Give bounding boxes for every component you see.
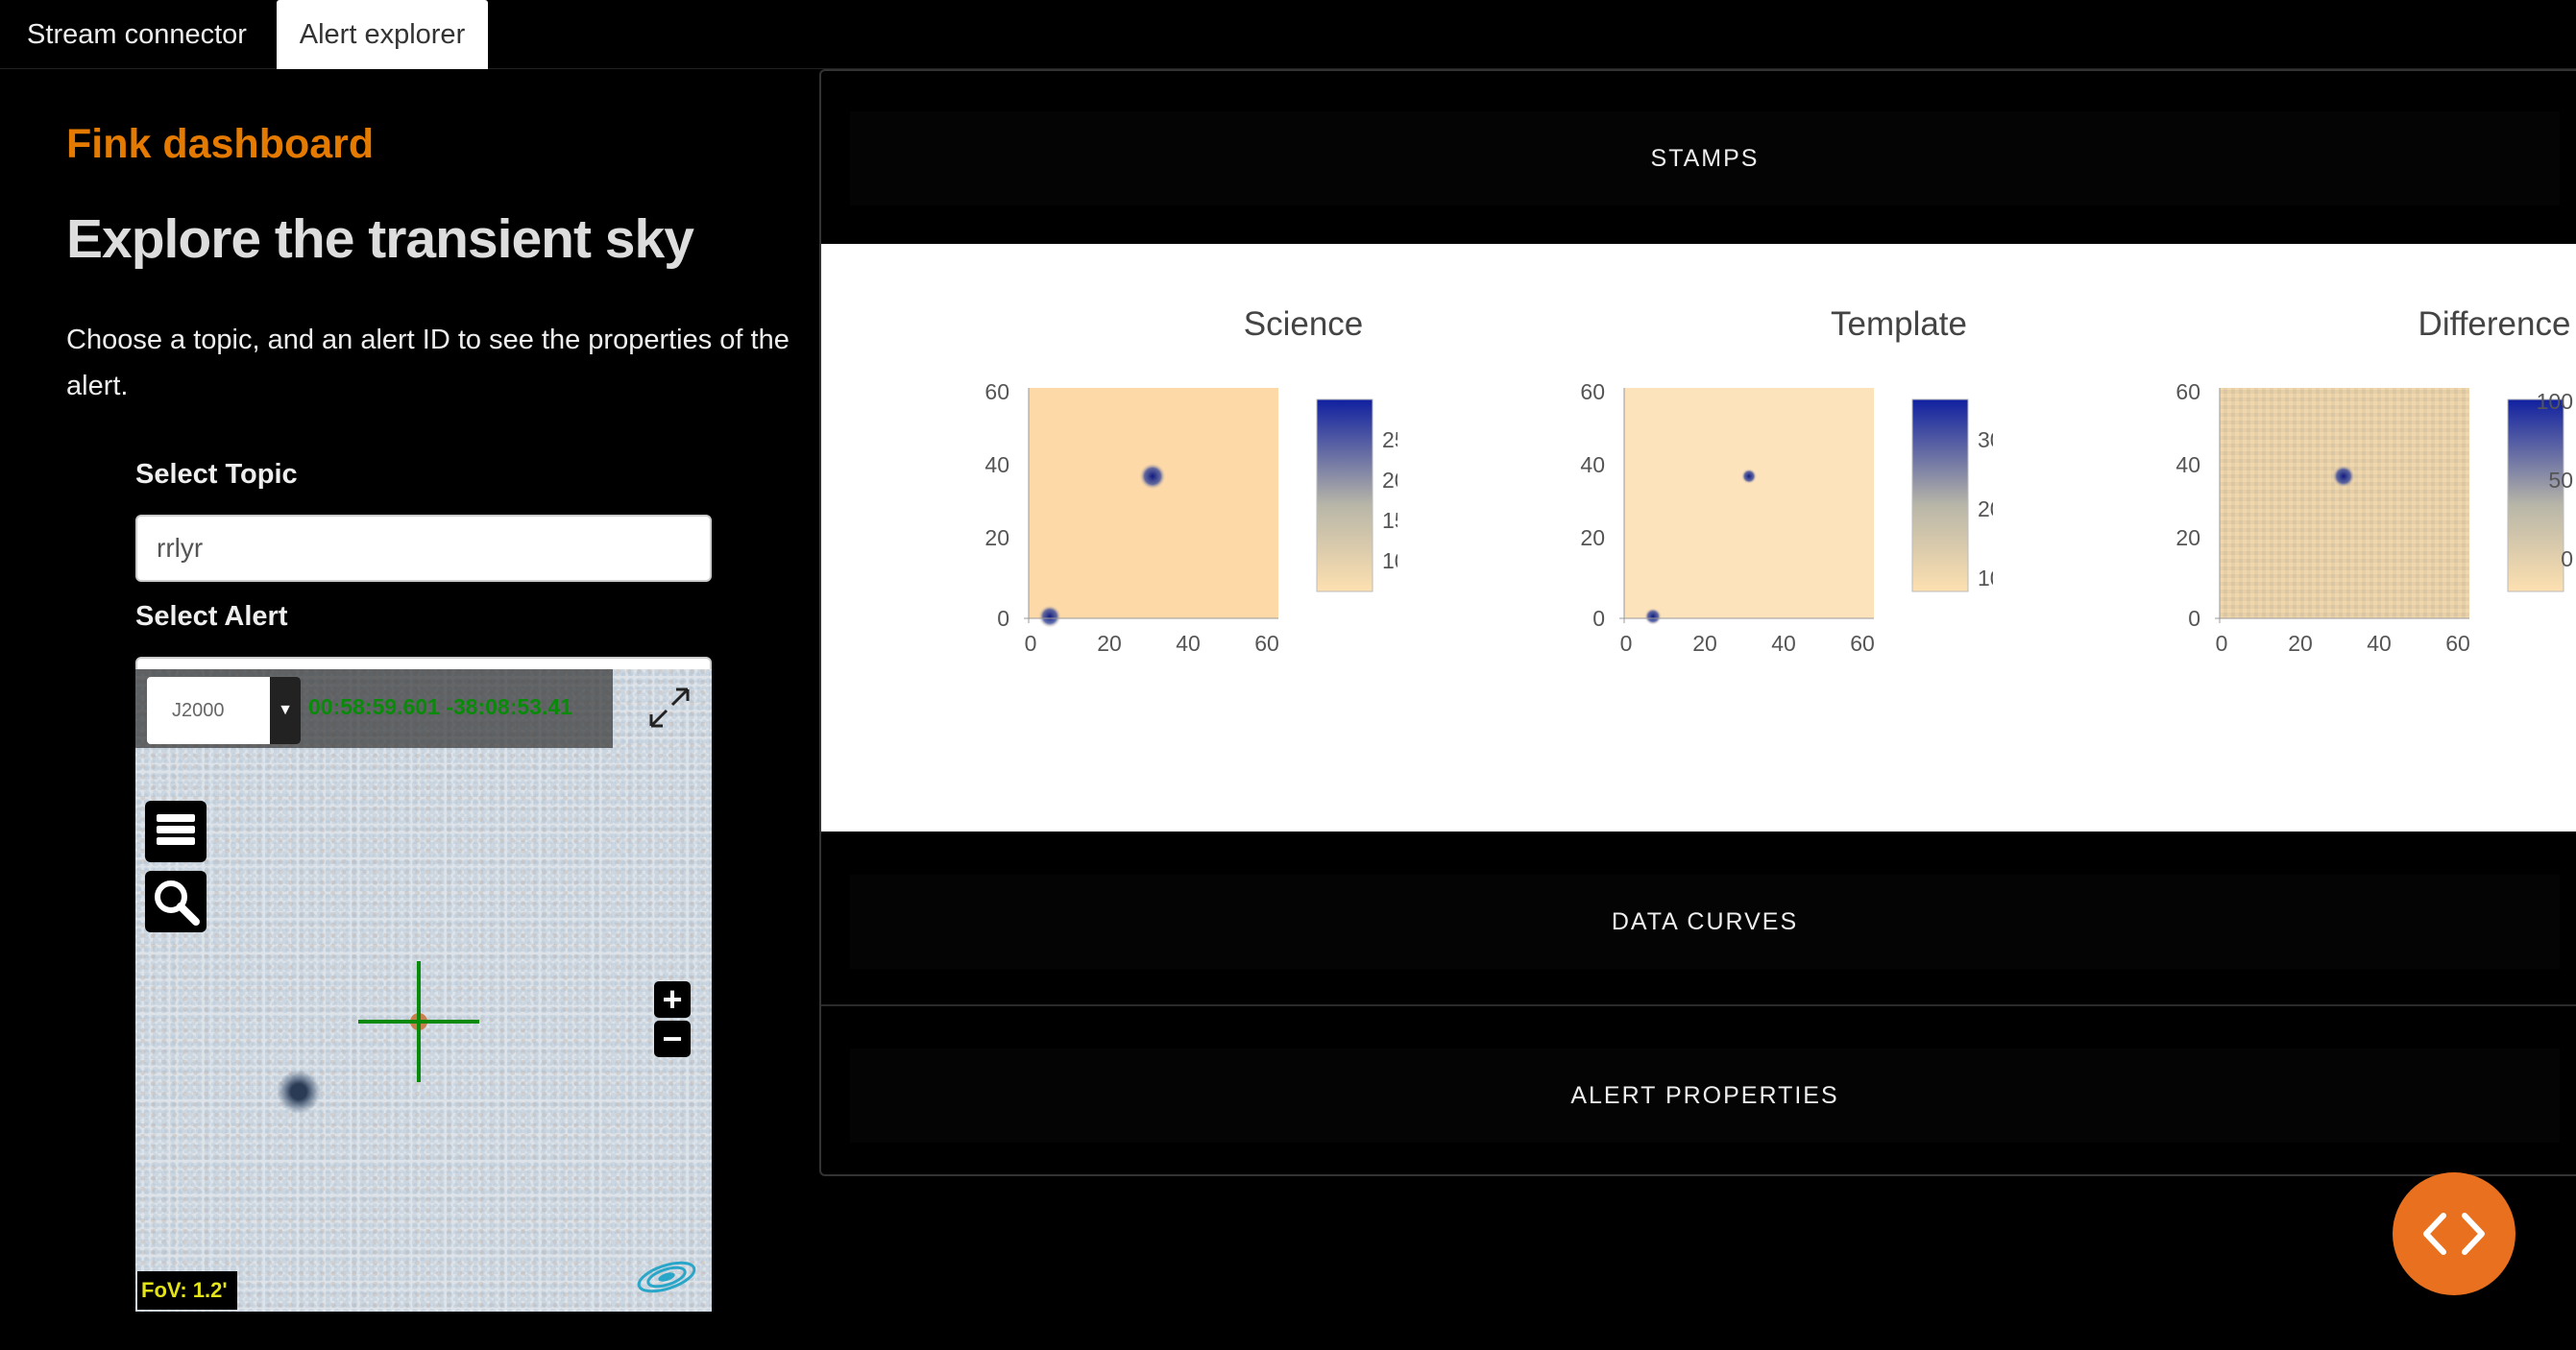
stamps-section-header[interactable]: STAMPS [850,111,2560,205]
galaxy-source [277,1070,321,1114]
colorbar-tick: 100 [1382,548,1397,573]
x-tick: 40 [1176,631,1201,656]
y-tick: 40 [984,452,1009,477]
sky-image [135,669,712,1312]
target-crosshair-icon [358,961,479,1082]
coordinate-bar: J2000 ▼ 00:58:59.601 -38:08:53.41 [135,669,613,748]
alert-panel: STAMPS Science 60 4 [819,69,2576,1176]
x-tick: 0 [1620,631,1633,656]
tab-bar: Stream connector Alert explorer [0,0,2576,69]
colorbar-tick: 200 [1382,468,1397,493]
stamp-image [1029,388,1278,618]
y-tick: 60 [1580,379,1605,404]
x-tick: 20 [1692,631,1717,656]
x-tick: 60 [1850,631,1875,656]
x-tick: 0 [1025,631,1037,656]
source-blob [1139,463,1166,490]
search-button[interactable] [145,871,207,932]
y-tick: 40 [1580,452,1605,477]
coordinate-readout: 00:58:59.601 -38:08:53.41 [308,694,572,719]
layers-icon [155,812,197,847]
topic-label: Select Topic [135,459,298,490]
colorbar-tick: 150 [1382,508,1397,533]
y-tick: 0 [1592,606,1605,631]
colorbar [1316,398,1373,592]
colorbar-tick: 200 [1978,496,1993,521]
source-blob [1644,608,1662,625]
x-tick: 60 [2445,631,2470,656]
colorbar-tick: 0 [2561,546,2573,571]
y-tick: 20 [984,525,1009,550]
x-tick: 40 [2367,631,2392,656]
y-tick: 40 [2175,452,2200,477]
x-tick: 20 [2288,631,2313,656]
stamp-title: Science [1243,305,1364,343]
chevron-down-icon[interactable]: ▼ [270,677,301,744]
x-tick: 0 [2216,631,2228,656]
zoom-in-button[interactable]: + [654,981,691,1018]
stamp-image [2220,388,2469,618]
fov-indicator: FoV: 1.2' [137,1271,237,1310]
y-tick: 60 [984,379,1009,404]
source-blob [1038,605,1061,628]
page-title: Explore the transient sky [66,208,694,270]
y-tick: 20 [2175,525,2200,550]
stamp-plot-science: 60 40 20 0 0 20 40 60 250 200 150 100 [984,379,1397,656]
stamp-plot-template: 60 40 20 0 0 20 40 60 300 200 100 [1580,379,1993,656]
code-toggle-button[interactable] [2393,1172,2515,1295]
data-curves-section-header[interactable]: DATA CURVES [850,875,2560,969]
aladin-logo-icon [637,1261,696,1293]
x-tick: 20 [1097,631,1122,656]
divider [821,1004,2576,1006]
colorbar [2507,398,2564,592]
x-tick: 60 [1254,631,1279,656]
tab-stream-connector[interactable]: Stream connector [27,18,247,50]
y-tick: 60 [2175,379,2200,404]
alert-properties-section-header[interactable]: ALERT PROPERTIES [850,1049,2560,1143]
colorbar-tick: 50 [2548,468,2573,493]
colorbar [1911,398,1969,592]
source-blob [2332,465,2355,488]
y-tick: 0 [2188,606,2200,631]
stamps-figure: Science 60 40 20 0 [821,244,2576,832]
tab-alert-explorer[interactable]: Alert explorer [277,0,488,69]
layers-button[interactable] [145,801,207,862]
source-blob [1741,469,1757,484]
topic-select[interactable]: rrlyr [135,515,712,582]
zoom-out-button[interactable]: − [654,1021,691,1057]
search-icon [155,880,200,926]
code-icon [2423,1213,2485,1255]
colorbar-tick: 100 [2537,389,2573,414]
colorbar-tick: 250 [1382,427,1397,452]
stamp-plot-difference: 60 40 20 0 0 20 40 60 100 50 0 [2175,379,2573,656]
y-tick: 20 [1580,525,1605,550]
y-tick: 0 [997,606,1009,631]
brand-title: Fink dashboard [66,121,375,167]
colorbar-tick: 100 [1978,566,1993,591]
stamp-image [1624,388,1874,618]
fullscreen-icon[interactable] [647,686,692,730]
page-description: Choose a topic, and an alert ID to see t… [66,325,790,401]
x-tick: 40 [1771,631,1796,656]
alert-label: Select Alert [135,601,288,632]
sky-viewer[interactable]: J2000 ▼ 00:58:59.601 -38:08:53.41 + − Fo… [135,669,712,1312]
stamp-title: Difference [2418,305,2571,343]
colorbar-tick: 300 [1978,427,1993,452]
stamp-title: Template [1830,305,1968,343]
